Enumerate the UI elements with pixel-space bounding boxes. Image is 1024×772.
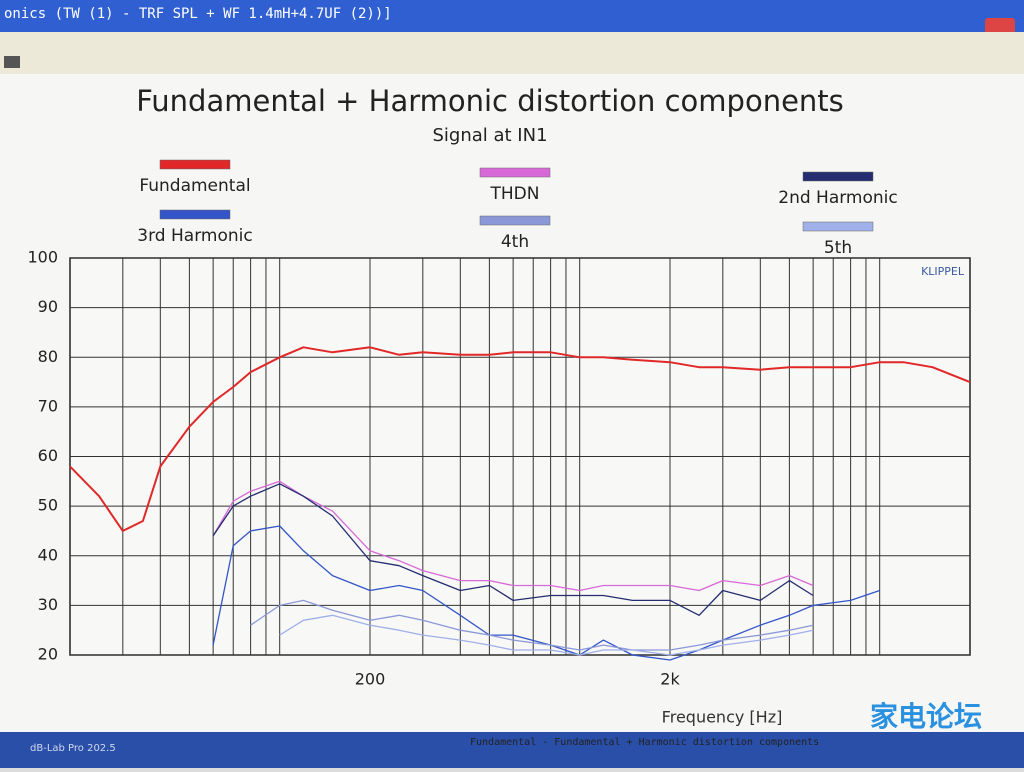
taskbar-item[interactable]: dB-Lab Pro 202.5 — [30, 743, 116, 754]
y-tick-label: 100 — [27, 248, 58, 267]
title-bar — [0, 0, 1024, 32]
legend-label: 5th — [824, 238, 852, 258]
chart-title: Fundamental + Harmonic distortion compon… — [136, 84, 844, 118]
x-axis-label: Frequency [Hz] — [662, 708, 783, 727]
series-line — [279, 614, 814, 656]
legend-swatch — [802, 171, 874, 182]
toolbar — [0, 32, 1024, 74]
legend-swatch — [159, 209, 231, 220]
y-tick-label: 50 — [38, 496, 58, 515]
y-tick-label: 70 — [38, 396, 58, 415]
legend-label: 4th — [501, 232, 529, 252]
y-tick-label: 30 — [38, 595, 58, 614]
x-tick-label: 200 — [355, 670, 386, 689]
window-title: onics (TW (1) - TRF SPL + WF 1.4mH+4.7UF… — [4, 6, 392, 22]
series-line — [250, 599, 814, 651]
y-tick-label: 80 — [38, 347, 58, 366]
y-tick-label: 60 — [38, 446, 58, 465]
y-tick-label: 90 — [38, 297, 58, 316]
legend-swatch — [159, 159, 231, 170]
chart-subtitle: Signal at IN1 — [432, 125, 547, 146]
y-tick-label: 20 — [38, 645, 58, 664]
legend-swatch — [479, 167, 551, 178]
legend-label: Fundamental — [139, 176, 250, 196]
series-line — [212, 525, 880, 661]
legend-label: THDN — [490, 184, 540, 204]
legend-label: 2nd Harmonic — [778, 188, 897, 208]
y-tick-label: 40 — [38, 545, 58, 564]
legend-label: 3rd Harmonic — [137, 226, 252, 246]
toolbar-icon[interactable] — [4, 56, 20, 68]
series-line — [69, 346, 971, 532]
x-tick-label: 2k — [660, 670, 680, 689]
plot: 20 30 40 50 60 70 80 90 100 200 2k KLIPPEL Fundament… — [27, 159, 971, 689]
series-line — [212, 480, 814, 592]
legend-swatch — [802, 221, 874, 232]
legend-swatch — [479, 215, 551, 226]
brand-label: KLIPPEL — [921, 265, 965, 278]
series-line — [212, 483, 814, 616]
watermark: 家电论坛 — [870, 700, 982, 733]
taskbar — [0, 732, 1024, 768]
taskbar-item[interactable]: Fundamental - Fundamental + Harmonic dis… — [470, 737, 819, 748]
